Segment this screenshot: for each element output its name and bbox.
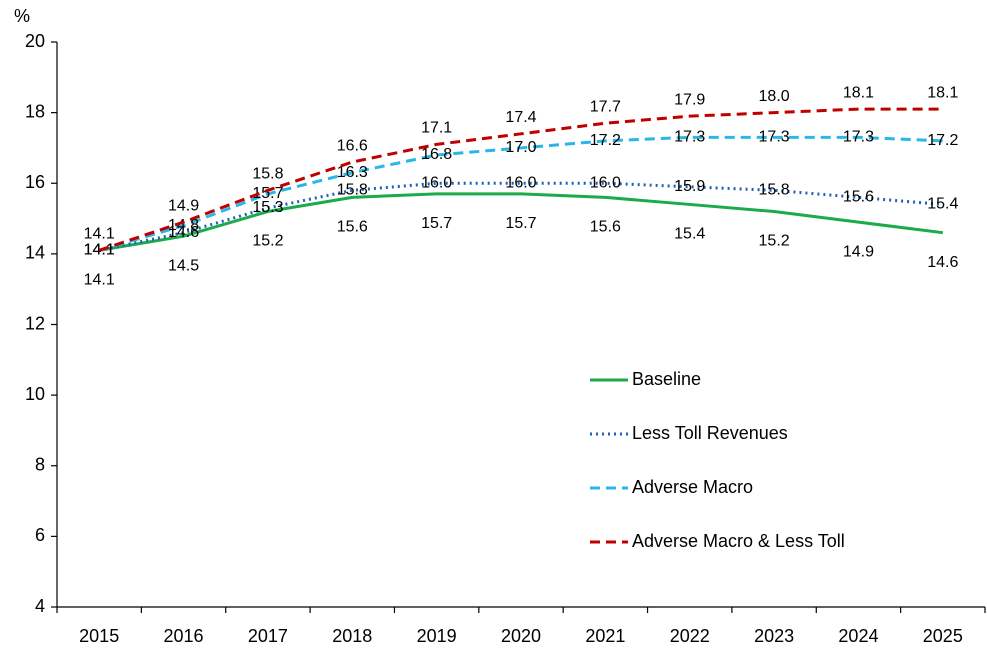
data-label: 15.2: [252, 233, 283, 250]
data-label: 17.4: [505, 109, 536, 126]
data-label: 14.5: [168, 257, 199, 274]
data-label: 15.8: [337, 182, 368, 199]
data-label: 15.7: [505, 215, 536, 232]
y-axis-label: %: [14, 6, 30, 26]
data-label: 17.3: [674, 129, 705, 146]
data-label: 15.6: [843, 189, 874, 206]
x-tick-label: 2021: [585, 626, 625, 646]
data-label: 15.8: [252, 166, 283, 183]
data-label: 15.7: [421, 215, 452, 232]
y-tick-label: 8: [35, 455, 45, 475]
x-tick-label: 2019: [417, 626, 457, 646]
x-tick-label: 2022: [670, 626, 710, 646]
legend-label: Less Toll Revenues: [632, 423, 788, 443]
x-tick-label: 2024: [838, 626, 878, 646]
x-tick-label: 2016: [164, 626, 204, 646]
data-label: 16.3: [337, 164, 368, 181]
data-label: 15.4: [927, 196, 958, 213]
series-line: [98, 192, 944, 252]
y-tick-label: 4: [35, 596, 45, 616]
data-label: 17.9: [674, 91, 705, 108]
data-label: 14.6: [927, 254, 958, 271]
data-label: 17.0: [505, 139, 536, 156]
data-label: 15.6: [337, 219, 368, 236]
series-line: [98, 135, 943, 252]
data-label: 14.9: [168, 197, 199, 214]
y-tick-label: 20: [25, 31, 45, 51]
data-label: 15.3: [252, 199, 283, 216]
data-label: 17.3: [759, 129, 790, 146]
data-label: 15.8: [759, 182, 790, 199]
data-label: 17.3: [843, 129, 874, 146]
data-label: 17.1: [421, 120, 452, 137]
data-label: 14.6: [168, 224, 199, 241]
data-label: 14.9: [843, 243, 874, 260]
y-tick-label: 14: [25, 243, 45, 263]
data-label: 14.1: [84, 272, 115, 289]
x-tick-label: 2025: [923, 626, 963, 646]
data-label: 15.9: [674, 178, 705, 195]
data-label: 18.1: [843, 84, 874, 101]
y-tick-label: 16: [25, 172, 45, 192]
data-label: 15.7: [252, 185, 283, 202]
data-label: 16.8: [421, 146, 452, 163]
y-tick-label: 12: [25, 313, 45, 333]
data-label: 18.1: [927, 84, 958, 101]
data-label: 17.2: [927, 132, 958, 149]
data-label: 17.7: [590, 98, 621, 115]
x-tick-label: 2015: [79, 626, 119, 646]
series-line: [98, 107, 943, 252]
legend-label: Baseline: [632, 369, 701, 389]
data-label: 17.2: [590, 132, 621, 149]
x-tick-label: 2017: [248, 626, 288, 646]
data-label: 15.4: [674, 226, 705, 243]
data-label: 14.8: [168, 217, 199, 234]
data-label: 18.0: [759, 88, 790, 105]
data-label: 16.0: [505, 174, 536, 191]
y-tick-label: 18: [25, 101, 45, 121]
y-tick-label: 6: [35, 525, 45, 545]
data-label: 15.6: [590, 219, 621, 236]
x-tick-label: 2023: [754, 626, 794, 646]
x-tick-label: 2020: [501, 626, 541, 646]
data-label: 14.1: [84, 226, 115, 243]
y-tick-label: 10: [25, 384, 45, 404]
data-label: 15.2: [759, 233, 790, 250]
data-label: 16.0: [590, 174, 621, 191]
legend-label: Adverse Macro & Less Toll: [632, 531, 845, 551]
x-tick-label: 2018: [332, 626, 372, 646]
series-line: [98, 181, 943, 252]
legend-label: Adverse Macro: [632, 477, 753, 497]
data-label: 16.0: [421, 174, 452, 191]
data-label: 16.6: [337, 137, 368, 154]
